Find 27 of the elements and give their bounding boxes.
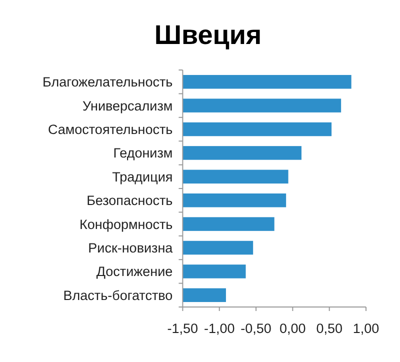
bar — [182, 146, 302, 160]
bar — [182, 240, 254, 255]
x-tick-label: -1,00 — [204, 321, 235, 336]
y-tick-label: Самостоятельность — [48, 122, 173, 137]
chart-title: Швеция — [154, 20, 262, 50]
y-tick-label: Безопасность — [86, 193, 173, 208]
y-tick-label: Достижение — [96, 264, 173, 280]
y-tick-label: Универсализм — [82, 98, 173, 114]
x-tick-label: 0,50 — [316, 321, 342, 336]
bar — [182, 288, 226, 302]
bar — [182, 122, 332, 136]
x-tick-label: -1,50 — [167, 321, 198, 336]
bar — [182, 74, 352, 89]
y-tick-label: Гедонизм — [113, 146, 173, 161]
x-tick-label: 0,00 — [280, 321, 306, 336]
y-tick-label: Власть-богатство — [63, 288, 173, 303]
bar — [182, 98, 342, 112]
bar — [182, 217, 274, 231]
bar — [182, 193, 286, 208]
y-tick-label: Конформность — [80, 216, 173, 232]
bar — [182, 170, 288, 184]
x-tick-label: -0,50 — [240, 321, 272, 336]
y-tick-label: Риск-новизна — [88, 240, 174, 256]
y-tick-label: Благожелательность — [42, 74, 173, 90]
bar — [182, 264, 246, 278]
x-tick-label: 1,00 — [352, 321, 380, 336]
y-tick-label: Традиция — [112, 169, 173, 184]
